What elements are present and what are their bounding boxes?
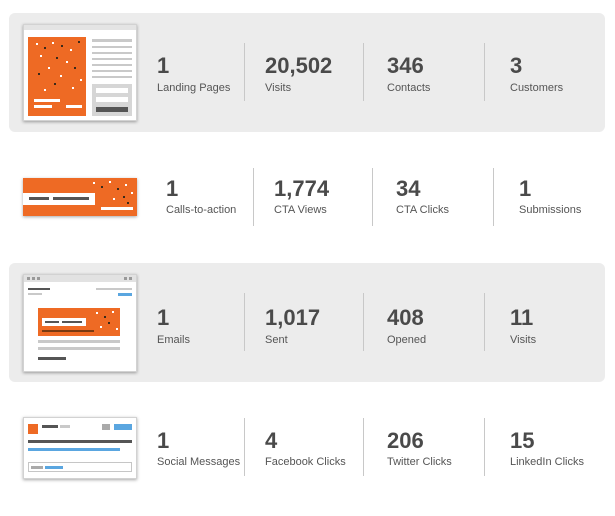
social-avatar [28,424,38,434]
social-thumbnail[interactable] [23,417,137,479]
stat-label: CTA Views [274,204,327,216]
divider [372,168,373,226]
divider [244,418,245,476]
stat-value: 1 [157,428,170,453]
stat-value: 1,774 [274,176,330,201]
stat-value: 1 [157,305,170,330]
calls-to-action-row: 1 Calls-to-action 1,774 CTA Views 34 CTA… [9,140,605,255]
stat-label: Visits [265,82,292,94]
stat-value: 346 [387,53,424,78]
stat-value: 3 [510,53,523,78]
stat-value: 20,502 [265,53,333,78]
divider [253,168,254,226]
emails-row: 1 Emails 1,017 Sent 408 Opened 11 Visits [9,263,605,382]
divider [484,43,485,101]
form-submit-button [96,107,128,112]
stat-value: 206 [387,428,424,453]
stat-value: 1 [157,53,170,78]
window-titlebar [24,275,136,282]
divider [363,293,364,351]
stat-label: LinkedIn Clicks [510,456,584,468]
stat-label: Emails [157,334,191,346]
stat-label: Facebook Clicks [265,456,346,468]
stat-label: CTA Clicks [396,204,449,216]
browser-chrome-bar [24,25,136,30]
email-banner [38,308,120,336]
stat-label: Twitter Clicks [387,456,452,468]
landing-page-thumbnail[interactable] [23,24,137,121]
stat-label: Sent [265,334,288,346]
email-thumbnail[interactable] [23,274,137,372]
divider [484,418,485,476]
stat-value: 408 [387,305,424,330]
social-messages-row: 1 Social Messages 4 Facebook Clicks 206 … [9,390,605,510]
cta-thumbnail[interactable] [23,178,137,216]
social-input-box [28,462,132,472]
divider [244,293,245,351]
stat-label: Contacts [387,82,431,94]
stat-label: Visits [510,334,537,346]
stat-value: 4 [265,428,278,453]
stat-label: Landing Pages [157,82,231,94]
stat-label: Customers [510,82,564,94]
stat-label: Submissions [519,204,582,216]
stat-value: 1 [166,176,179,201]
landing-hero-image [28,37,86,116]
divider [484,293,485,351]
stat-value: 15 [510,428,535,453]
stat-value: 34 [396,176,421,201]
stat-label: Social Messages [157,456,241,468]
stat-label: Calls-to-action [166,204,237,216]
stat-value: 11 [510,305,534,330]
divider [244,43,245,101]
divider [493,168,494,226]
divider [363,43,364,101]
landing-pages-row: 1 Landing Pages 20,502 Visits 346 Contac… [9,13,605,132]
stat-value: 1 [519,176,532,201]
stat-value: 1,017 [265,305,321,330]
stat-label: Opened [387,334,427,346]
divider [363,418,364,476]
